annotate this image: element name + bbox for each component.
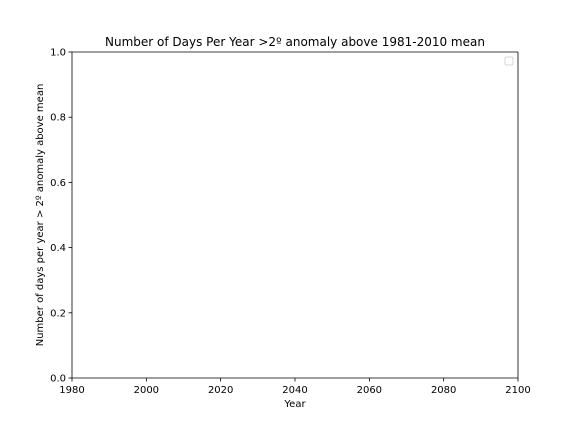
x-tick-label: 2000	[134, 385, 159, 396]
y-tick-label: 0.6	[50, 178, 66, 189]
plot-area	[72, 51, 519, 378]
y-tick-label: 0.8	[50, 113, 66, 124]
x-tick-label: 2060	[357, 385, 382, 396]
x-tick-label: 1980	[59, 385, 84, 396]
y-tick-label: 0.4	[50, 243, 66, 254]
x-tick-label: 2100	[505, 385, 530, 396]
legend-box	[504, 56, 514, 66]
x-tick-label: 2040	[282, 385, 307, 396]
y-tick-label: 1.0	[50, 48, 66, 59]
x-tick-label: 2020	[208, 385, 233, 396]
y-tick-label: 0.2	[50, 308, 66, 319]
y-axis-label: Number of days per year > 2º anomaly abo…	[35, 84, 46, 347]
x-axis-label: Year	[283, 399, 306, 410]
x-axis: 1980 2000 2020 2040 2060 2080 2100	[59, 377, 531, 396]
y-axis: 0.0 0.2 0.4 0.6 0.8 1.0	[50, 48, 73, 385]
x-tick-label: 2080	[431, 385, 456, 396]
y-tick-label: 0.0	[50, 374, 66, 385]
plot-background	[72, 52, 518, 378]
chart-title: Number of Days Per Year >2º anomaly abov…	[105, 35, 485, 49]
